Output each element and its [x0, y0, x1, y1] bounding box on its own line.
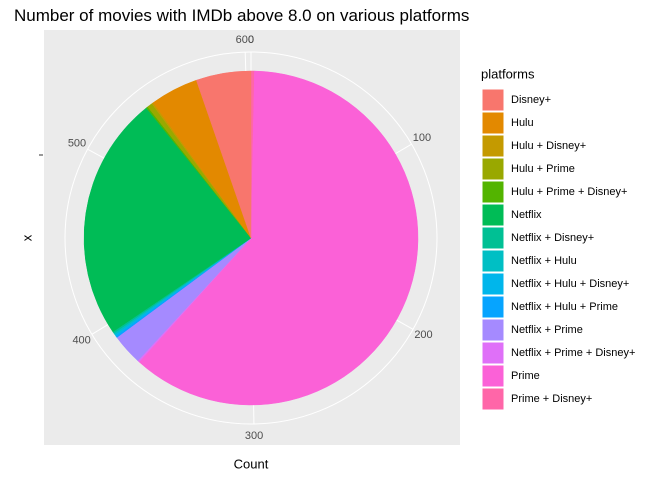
- pie-slice: [83, 107, 252, 333]
- legend-label: Netflix + Prime + Disney+: [511, 347, 635, 359]
- legend-key: [481, 364, 505, 388]
- pie-slice: [138, 70, 419, 406]
- legend-key: [481, 157, 505, 181]
- legend-key: [481, 226, 505, 250]
- theta-tick-label: 200: [414, 329, 432, 341]
- legend-key: [481, 203, 505, 227]
- x-axis-title: x: [19, 234, 34, 241]
- legend-key: [481, 341, 505, 365]
- theta-tick-label: 400: [72, 334, 90, 346]
- legend-label: Hulu + Disney+: [511, 140, 586, 152]
- theta-tick-label: 100: [413, 132, 431, 144]
- legend-key: [481, 272, 505, 296]
- legend-key: [481, 180, 505, 204]
- legend-label: Netflix + Disney+: [511, 232, 594, 244]
- chart-title: Number of movies with IMDb above 8.0 on …: [14, 6, 469, 25]
- legend-title: platforms: [481, 66, 535, 81]
- legend-key: [481, 318, 505, 342]
- y-axis-title: Count: [234, 456, 269, 471]
- legend-label: Hulu: [511, 117, 534, 129]
- legend-label: Netflix + Hulu: [511, 255, 577, 267]
- pie-slice: [196, 70, 252, 239]
- theta-tick-label: 600: [236, 34, 254, 46]
- legend-label: Netflix: [511, 209, 542, 221]
- legend-label: Netflix + Prime: [511, 324, 583, 336]
- legend-key: [481, 387, 505, 411]
- legend-key: [481, 295, 505, 319]
- legend-label: Prime: [511, 370, 540, 382]
- theta-tick-label: 500: [68, 137, 86, 149]
- legend-label: Netflix + Hulu + Prime: [511, 301, 618, 313]
- legend-label: Hulu + Prime: [511, 163, 575, 175]
- legend-label: Hulu + Prime + Disney+: [511, 186, 627, 198]
- legend-label: Prime + Disney+: [511, 393, 592, 405]
- legend-label: Disney+: [511, 94, 551, 106]
- legend-key: [481, 134, 505, 158]
- legend-label: Netflix + Hulu + Disney+: [511, 278, 629, 290]
- legend-key: [481, 249, 505, 273]
- legend-key: [481, 111, 505, 135]
- theta-tick-label: 0: [248, 34, 254, 46]
- legend-key: [481, 88, 505, 112]
- theta-tick-label: 300: [245, 430, 263, 442]
